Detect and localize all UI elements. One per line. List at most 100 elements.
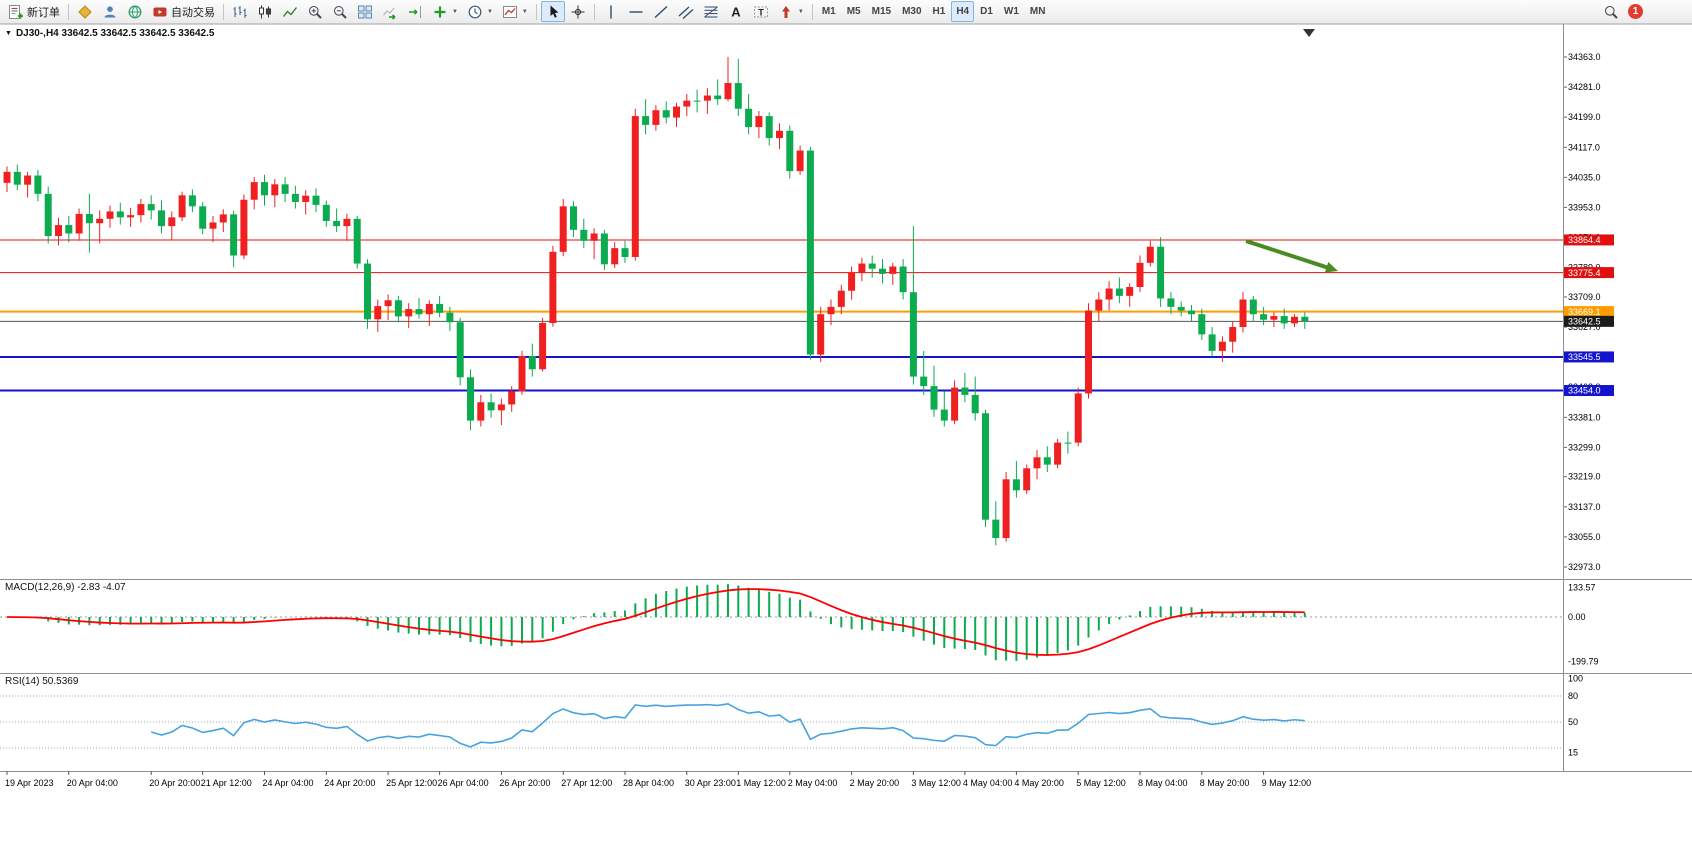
chart-shift-marker-icon[interactable] bbox=[1303, 29, 1315, 37]
time-axis-label: 24 Apr 20:00 bbox=[324, 778, 375, 788]
candle-body bbox=[940, 409, 948, 421]
timeframe-m1-button[interactable]: M1 bbox=[817, 1, 841, 22]
timeframe-m15-button[interactable]: M15 bbox=[867, 1, 896, 22]
candle-body bbox=[425, 303, 433, 315]
candle-body bbox=[34, 175, 42, 194]
candle-body bbox=[271, 184, 279, 196]
vertical-line-button[interactable] bbox=[599, 1, 623, 22]
timeframe-mn-button[interactable]: MN bbox=[1025, 1, 1051, 22]
auto-scroll-button[interactable] bbox=[378, 1, 402, 22]
chart-background bbox=[0, 24, 1692, 854]
macd-axis-label: -199.79 bbox=[1568, 656, 1599, 666]
chart-shift-button[interactable] bbox=[403, 1, 427, 22]
candle-body bbox=[1136, 262, 1144, 288]
candle-body bbox=[631, 116, 639, 257]
clock-icon bbox=[468, 5, 482, 18]
add-indicator-button[interactable]: ▼ bbox=[428, 1, 462, 22]
rsi-axis-label: 50 bbox=[1568, 717, 1578, 727]
line-chart-button[interactable] bbox=[278, 1, 302, 22]
channel-button[interactable] bbox=[674, 1, 698, 22]
candle-body bbox=[549, 251, 557, 324]
candle-body bbox=[312, 195, 320, 205]
trendline-button[interactable] bbox=[649, 1, 673, 22]
candle-body bbox=[837, 290, 845, 307]
timeframe-m5-button[interactable]: M5 bbox=[842, 1, 866, 22]
timeframe-w1-button[interactable]: W1 bbox=[999, 1, 1024, 22]
timeframe-label: M30 bbox=[902, 6, 922, 17]
tile-windows-button[interactable] bbox=[353, 1, 377, 22]
candle-body bbox=[467, 377, 474, 421]
toolbar-separator bbox=[68, 3, 69, 20]
arrows-button[interactable]: ▼ bbox=[774, 1, 808, 22]
tile-windows-icon bbox=[358, 5, 372, 18]
timeframe-label: D1 bbox=[980, 6, 993, 17]
fibonacci-button[interactable] bbox=[699, 1, 723, 22]
timeframe-h4-button[interactable]: H4 bbox=[951, 1, 975, 22]
zoom-out-icon bbox=[334, 5, 347, 19]
chart-header-text: DJ30-,H4 33642.5 33642.5 33642.5 33642.5 bbox=[15, 28, 215, 39]
price-tick-label: 34035.0 bbox=[1568, 172, 1601, 182]
candle-body bbox=[1229, 327, 1237, 342]
timeframe-label: M5 bbox=[846, 6, 861, 17]
symbol-menu-icon[interactable]: ▼ bbox=[5, 30, 12, 37]
market-button[interactable] bbox=[73, 1, 97, 22]
candle-body bbox=[219, 214, 227, 223]
zoom-out-button[interactable] bbox=[328, 1, 352, 22]
text-label-button[interactable]: T bbox=[749, 1, 773, 22]
candle-body bbox=[703, 95, 711, 101]
candle-body bbox=[137, 204, 145, 216]
autotrade-button[interactable]: 自动交易 bbox=[148, 1, 219, 22]
candle-body bbox=[1260, 314, 1268, 320]
community-button[interactable] bbox=[123, 1, 147, 22]
periods-button[interactable]: ▼ bbox=[463, 1, 497, 22]
timeframe-m30-button[interactable]: M30 bbox=[897, 1, 926, 22]
templates-button[interactable]: ▼ bbox=[498, 1, 532, 22]
notification-button[interactable]: 1 bbox=[1624, 1, 1647, 22]
price-tick-label: 33627.0 bbox=[1568, 322, 1601, 332]
profile-button[interactable] bbox=[98, 1, 122, 22]
macd-header: MACD(12,26,9) -2.83 -4.07 bbox=[5, 582, 126, 593]
zoom-in-button[interactable] bbox=[303, 1, 327, 22]
dropdown-caret-icon: ▼ bbox=[486, 8, 493, 15]
candle-body bbox=[1146, 246, 1154, 263]
arrow-object[interactable] bbox=[1245, 239, 1331, 271]
candle-body bbox=[1157, 246, 1165, 299]
candle-body bbox=[343, 218, 351, 227]
channel-icon bbox=[678, 6, 694, 19]
price-label-text: 33642.5 bbox=[1568, 317, 1601, 327]
candle-body bbox=[817, 314, 825, 355]
market-icon bbox=[78, 4, 92, 19]
horizontal-line-button[interactable] bbox=[624, 1, 648, 22]
timeframe-label: H1 bbox=[932, 6, 946, 17]
candle-body bbox=[868, 263, 876, 269]
timeframe-label: H4 bbox=[956, 6, 970, 17]
dropdown-caret-icon: ▼ bbox=[797, 8, 804, 15]
rsi-axis-label: 100 bbox=[1568, 674, 1583, 684]
time-axis-label: 20 Apr 04:00 bbox=[67, 778, 118, 788]
candle-body bbox=[559, 206, 567, 252]
rsi-header-text: RSI(14) 50.5369 bbox=[5, 676, 79, 687]
candle-body bbox=[322, 204, 330, 222]
candle-body bbox=[642, 116, 650, 125]
bar-chart-button[interactable] bbox=[228, 1, 252, 22]
time-axis-label: 9 May 12:00 bbox=[1262, 778, 1312, 788]
timeframe-d1-button[interactable]: D1 bbox=[975, 1, 998, 22]
candle-body bbox=[570, 206, 577, 230]
timeframe-h1-button[interactable]: H1 bbox=[928, 1, 951, 22]
candle-body bbox=[858, 263, 866, 273]
chart-canvas[interactable]: 34363.0 34281.0 34199.0 34117.0 34035.0 33953… bbox=[0, 24, 1692, 854]
candlestick-chart-button[interactable] bbox=[253, 1, 277, 22]
arrow-object-head[interactable] bbox=[1324, 262, 1338, 273]
text-button[interactable]: A bbox=[724, 1, 748, 22]
horizontal-line-icon bbox=[629, 10, 643, 13]
candle-body bbox=[518, 356, 526, 392]
cursor-button[interactable] bbox=[540, 1, 565, 22]
svg-text:T: T bbox=[758, 7, 764, 17]
crosshair-button[interactable] bbox=[566, 1, 590, 22]
chart-window: 34363.0 34281.0 34199.0 34117.0 34035.0 33953… bbox=[0, 24, 1692, 854]
new-order-button[interactable]: 新订单 bbox=[4, 1, 64, 22]
candle-body bbox=[24, 175, 32, 185]
search-button[interactable] bbox=[1599, 1, 1623, 22]
candle-body bbox=[662, 110, 670, 118]
candle-body bbox=[971, 394, 979, 414]
